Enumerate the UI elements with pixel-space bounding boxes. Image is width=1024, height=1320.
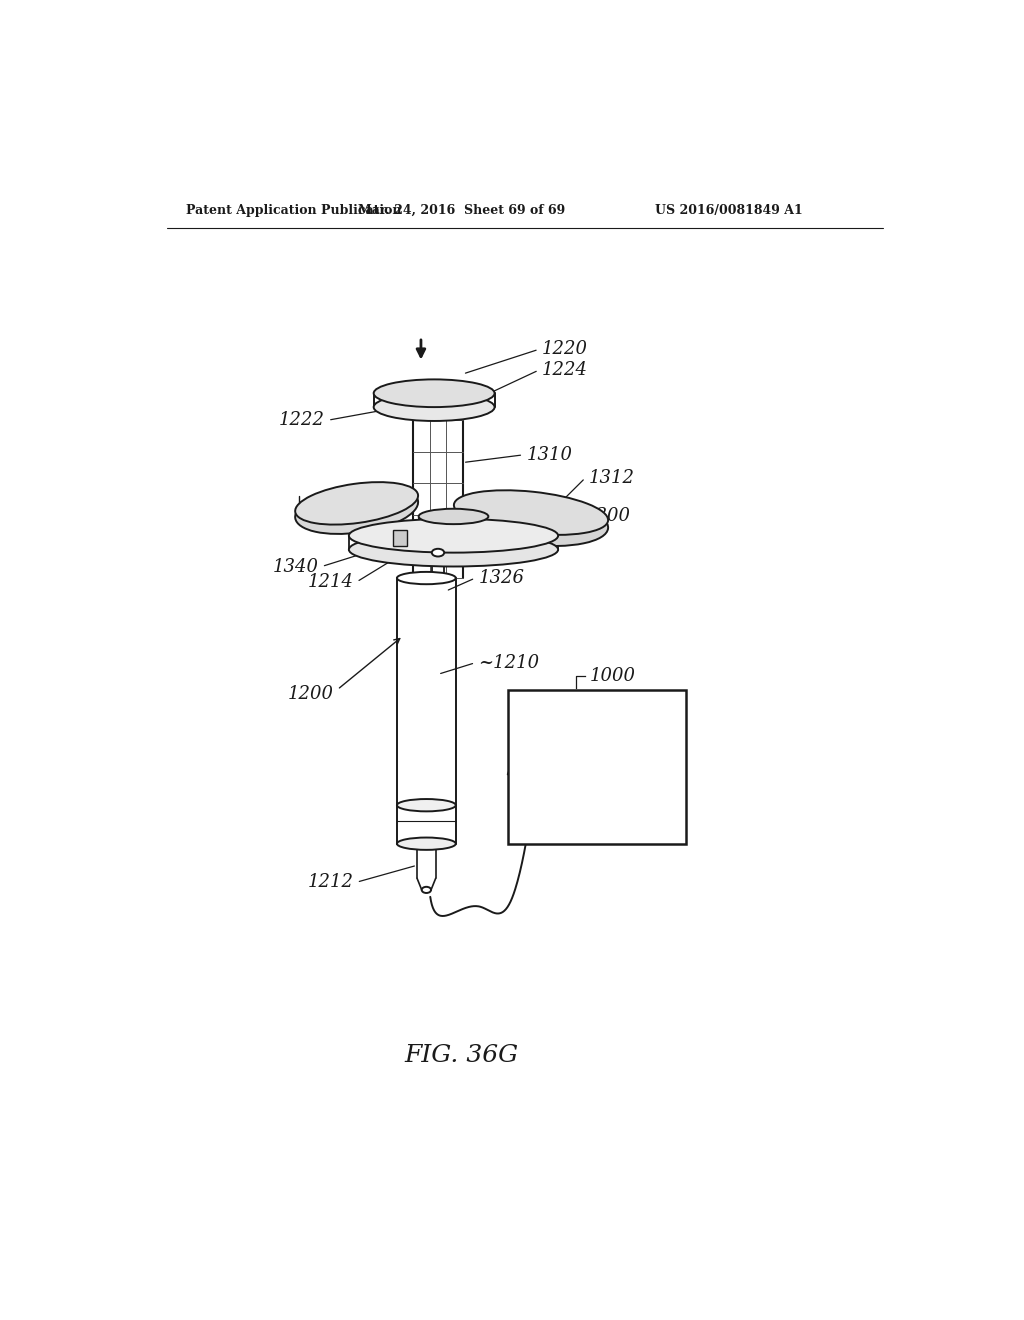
Ellipse shape [419,508,488,524]
Text: 1222: 1222 [279,412,325,429]
Ellipse shape [454,490,608,535]
Bar [508,689,686,843]
Bar [393,529,407,546]
Text: 1310: 1310 [526,446,572,463]
Text: US 2016/0081849 A1: US 2016/0081849 A1 [655,205,803,218]
Ellipse shape [349,533,558,566]
Ellipse shape [295,484,418,535]
Ellipse shape [422,887,431,892]
Text: 1224: 1224 [542,362,588,379]
Text: Patent Application Publication: Patent Application Publication [186,205,401,218]
Text: 1214: 1214 [307,573,353,591]
Text: 1000: 1000 [590,667,636,685]
Ellipse shape [295,482,418,524]
Ellipse shape [432,549,444,557]
Ellipse shape [349,519,558,553]
Text: 1300: 1300 [585,507,631,525]
Text: Mar. 24, 2016  Sheet 69 of 69: Mar. 24, 2016 Sheet 69 of 69 [357,205,565,218]
Ellipse shape [374,393,495,421]
Text: 1200: 1200 [288,685,334,702]
Text: ~1210: ~1210 [478,653,540,672]
Ellipse shape [397,837,456,850]
Text: 1312: 1312 [589,469,634,487]
Text: 1212: 1212 [307,874,353,891]
Text: 1326: 1326 [478,569,524,587]
Text: 1340: 1340 [272,557,318,576]
Ellipse shape [454,495,608,546]
Ellipse shape [374,379,495,407]
Ellipse shape [397,799,456,812]
Text: FIG. 36G: FIG. 36G [404,1044,518,1067]
Ellipse shape [397,572,456,585]
Text: 1220: 1220 [542,341,588,358]
